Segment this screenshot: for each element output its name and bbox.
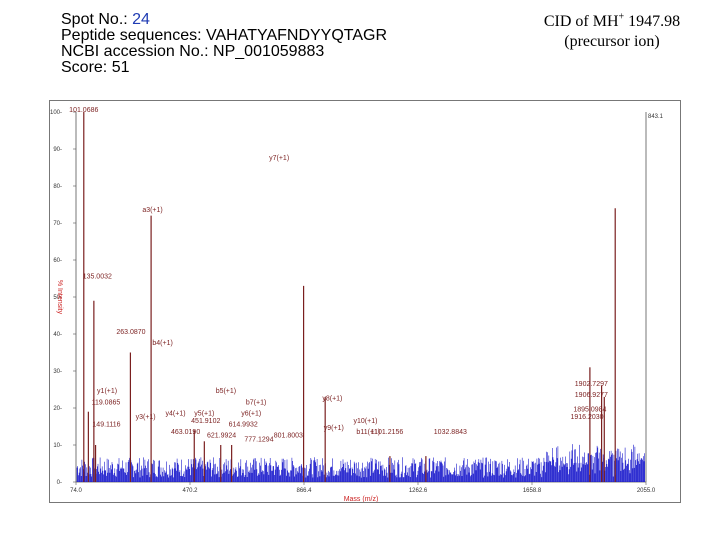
score: Score: 51 bbox=[61, 59, 130, 76]
y-tick-label: 30- bbox=[53, 369, 62, 375]
peak-label: b11(+1) bbox=[356, 429, 380, 436]
y-tick-label: 40- bbox=[53, 332, 62, 338]
peak-label: 1895.0984 bbox=[573, 407, 606, 414]
peak-label: 263.0870 bbox=[116, 329, 145, 336]
y-tick-label: 0- bbox=[57, 480, 62, 486]
peak-label: 119.0865 bbox=[92, 399, 121, 406]
peak-label: y7(+1) bbox=[269, 155, 289, 162]
cid-caption: CID of MH+ 1947.98 (precursor ion) bbox=[520, 12, 704, 52]
peak-label: 614.9932 bbox=[229, 422, 258, 429]
y-tick-label: 10- bbox=[53, 443, 62, 449]
x-tick-label: 1262.6 bbox=[409, 488, 428, 494]
peak-label: y9(+1) bbox=[324, 425, 344, 432]
peak-label: y3(+1) bbox=[136, 414, 156, 421]
cid-line-1: CID of MH+ 1947.98 bbox=[543, 11, 681, 30]
peak-label: y10(+1) bbox=[353, 418, 377, 425]
peak-label: 451.9102 bbox=[191, 418, 220, 425]
x-tick-label: 1658.8 bbox=[523, 488, 542, 494]
y-axis-title: % Intensity bbox=[56, 280, 63, 315]
max-intensity-label: 843.1 bbox=[648, 114, 664, 120]
x-tick-label: 74.0 bbox=[70, 488, 82, 494]
peak-label: 1032.8843 bbox=[434, 429, 467, 436]
y-tick-label: 20- bbox=[53, 406, 62, 412]
x-tick-label: 470.2 bbox=[182, 488, 198, 494]
peak-label: 135.0032 bbox=[83, 274, 112, 281]
x-axis-title: Mass (m/z) bbox=[344, 496, 379, 502]
spot-number: 24 bbox=[132, 11, 150, 28]
peak-label: 1906.9277 bbox=[575, 392, 608, 399]
peak-label: 1916.2030 bbox=[570, 414, 603, 421]
peak-label: y6(+1) bbox=[241, 410, 261, 417]
y-tick-label: 90- bbox=[53, 147, 62, 153]
y-tick-label: 60- bbox=[53, 258, 62, 264]
spot-number-line: Spot No.: 24 bbox=[61, 12, 387, 28]
x-tick-label: 866.4 bbox=[296, 488, 312, 494]
cid-line-2: (precursor ion) bbox=[564, 33, 660, 50]
peak-label: a3(+1) bbox=[142, 207, 162, 214]
mass-spectrum: 0- 10- 20- 30- 40- 50- 60- 70- 80- 90- 100- 74.0 470… bbox=[49, 100, 681, 503]
peptide-sequence: Peptide sequences: VAHATYAFNDYYQTAGR bbox=[61, 27, 388, 44]
peak-label: 1902.7297 bbox=[575, 381, 608, 388]
peak-label: y4(+1) bbox=[166, 410, 186, 417]
y-tick-label: 50- bbox=[53, 295, 62, 301]
peak-label: y5(+1) bbox=[194, 410, 214, 417]
peak-label: 801.8003 bbox=[274, 433, 303, 440]
peak-label: 777.1294 bbox=[244, 436, 273, 443]
x-tick-label: 2055.0 bbox=[637, 488, 656, 494]
peak-label: 101.0686 bbox=[69, 107, 98, 114]
peak-label: b4(+1) bbox=[152, 340, 172, 347]
peak-label: 1101.2156 bbox=[371, 429, 404, 436]
peak-label: 149.1116 bbox=[92, 422, 120, 429]
y-tick-label: 80- bbox=[53, 184, 62, 190]
noise-baseline bbox=[76, 444, 645, 482]
spot-info: Spot No.: 24 Peptide sequences: VAHATYAF… bbox=[61, 12, 387, 76]
accession-number: NCBI accession No.: NP_001059883 bbox=[61, 43, 325, 60]
peak-label: b5(+1) bbox=[216, 388, 236, 395]
y-tick-label: 100- bbox=[50, 110, 62, 116]
peak-label: b7(+1) bbox=[246, 399, 266, 406]
spot-label: Spot No.: bbox=[61, 11, 133, 28]
peak-label: y8(+1) bbox=[322, 396, 342, 403]
spectrum-plot: 0- 10- 20- 30- 40- 50- 60- 70- 80- 90- 100- 74.0 470… bbox=[50, 107, 664, 502]
peak-label: 621.9924 bbox=[207, 433, 236, 440]
peak-label: 463.0190 bbox=[171, 429, 200, 436]
y-tick-label: 70- bbox=[53, 221, 62, 227]
peak-label: y1(+1) bbox=[97, 388, 117, 395]
